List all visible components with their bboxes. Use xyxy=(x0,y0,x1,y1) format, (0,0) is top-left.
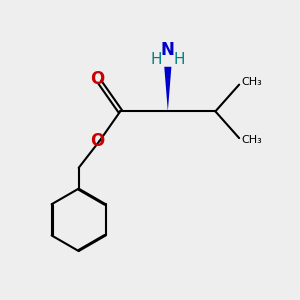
Text: O: O xyxy=(90,132,104,150)
Text: CH₃: CH₃ xyxy=(242,136,262,146)
Text: H: H xyxy=(151,52,162,67)
Text: O: O xyxy=(90,70,104,88)
Text: H: H xyxy=(173,52,185,67)
Text: N: N xyxy=(161,41,175,59)
Polygon shape xyxy=(164,67,171,111)
Text: CH₃: CH₃ xyxy=(242,77,262,87)
